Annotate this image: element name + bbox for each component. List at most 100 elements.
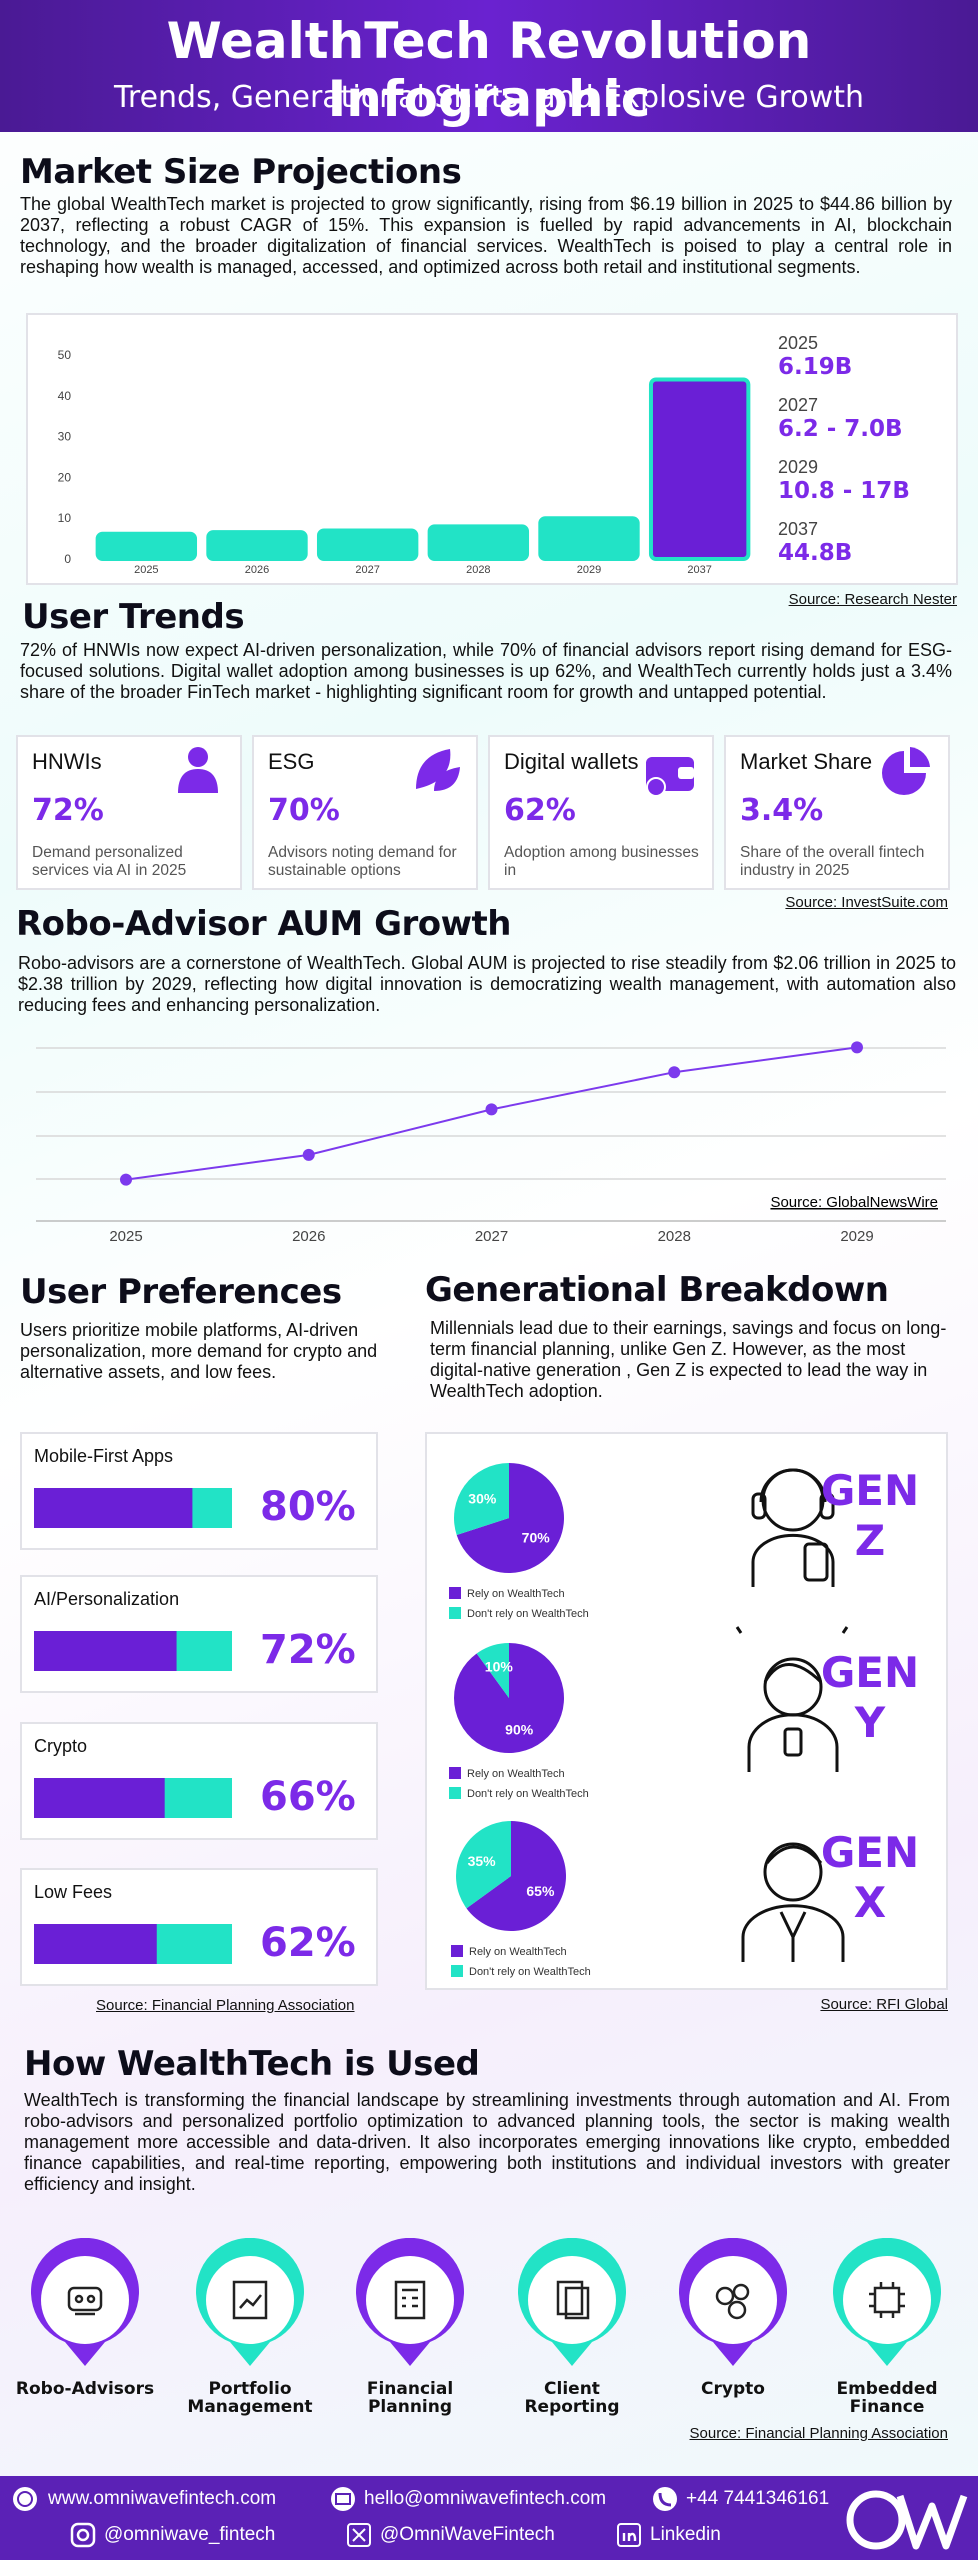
highlight-value: 6.2 - 7.0B bbox=[778, 416, 903, 442]
point bbox=[668, 1066, 681, 1079]
x-tick-label: 2025 bbox=[134, 564, 158, 576]
pin-inner bbox=[843, 2256, 931, 2344]
stat-card: ESG 70% Advisors noting demand for sustain… bbox=[252, 735, 478, 890]
y-tick-label: 30 bbox=[58, 430, 72, 444]
paragraph: Millennials lead due to their earnings, … bbox=[430, 1318, 947, 1401]
email: hello@omniwavefintech.com bbox=[364, 2488, 607, 2509]
logo bbox=[846, 2490, 968, 2550]
highlight: 2025 6.19B bbox=[778, 333, 948, 395]
card-text: Share of the overall fintech industry in… bbox=[740, 844, 925, 879]
linkedin: Linkedin bbox=[650, 2524, 721, 2545]
pin-inner bbox=[41, 2256, 129, 2344]
stat-card: HNWIs 72% Demand personalized services via… bbox=[16, 735, 242, 890]
phone: +44 7441346161 bbox=[686, 2488, 830, 2509]
generation-label: GEN Y bbox=[820, 1648, 920, 1747]
section-title: How WealthTech is Used bbox=[24, 2044, 480, 2084]
value-label: 80% bbox=[260, 1484, 356, 1530]
pie-charts: 70% 30% Rely on WealthTech Don't rely on We… bbox=[449, 1463, 849, 1978]
legend-label: Rely on WealthTech bbox=[469, 1946, 567, 1958]
card-text: Demand personalized services via AI in 2… bbox=[32, 844, 187, 879]
bar bbox=[34, 1631, 177, 1671]
generation-label: GEN Z bbox=[820, 1466, 920, 1565]
card-value: 3.4% bbox=[740, 793, 824, 828]
bar-label: AI/Personalization bbox=[34, 1589, 180, 1609]
usage-icon bbox=[679, 2238, 787, 2366]
bar-label: Crypto bbox=[34, 1736, 88, 1756]
preference-card: AI/Personalization 72% bbox=[20, 1575, 378, 1693]
section-title: Generational Breakdown bbox=[425, 1270, 889, 1310]
usage-icon bbox=[356, 2238, 464, 2366]
instagram: @omniwave_fintech bbox=[104, 2524, 276, 2545]
card-icon bbox=[882, 747, 930, 795]
paragraph: Robo-advisors are a cornerstone of Wealt… bbox=[18, 953, 956, 1015]
usage-label: Embedded Finance bbox=[836, 2379, 938, 2417]
bar bbox=[34, 1778, 165, 1818]
card-icon bbox=[646, 757, 694, 795]
paragraph: Users prioritize mobile platforms, AI-dr… bbox=[20, 1320, 378, 1382]
linkedin-icon bbox=[617, 2523, 641, 2547]
source: Source: Financial Planning Association bbox=[96, 1997, 355, 2014]
instagram-icon bbox=[70, 2522, 96, 2548]
subtitle: Trends, Generational Shifts, and Explosi… bbox=[113, 80, 865, 115]
usage-label: Client Reporting bbox=[524, 2379, 620, 2417]
preference-card: Mobile-First Apps 80% bbox=[20, 1432, 378, 1550]
pie-slice bbox=[466, 1821, 566, 1931]
card-title: ESG bbox=[268, 749, 315, 774]
bar-svg bbox=[34, 1631, 232, 1671]
x-tick-label: 2029 bbox=[840, 1228, 873, 1245]
title: WealthTech Revolution Infographic bbox=[166, 12, 812, 128]
usage-label: Robo-Advisors bbox=[15, 2379, 155, 2399]
section-title: User Preferences bbox=[20, 1272, 342, 1312]
y-tick-label: 10 bbox=[58, 511, 72, 525]
bar bbox=[95, 531, 198, 561]
paragraph: The global WealthTech market is projecte… bbox=[20, 194, 952, 277]
highlight-value: 44.8B bbox=[778, 540, 853, 566]
legend-label: Rely on WealthTech bbox=[467, 1768, 565, 1780]
source: Source: GlobalNewsWire bbox=[770, 1194, 938, 1211]
value-label: 72% bbox=[260, 1627, 356, 1673]
bar-svg bbox=[34, 1924, 232, 1964]
slice-label: 10% bbox=[485, 1659, 514, 1675]
point bbox=[851, 1041, 863, 1054]
usage-label: Financial Planning bbox=[366, 2379, 454, 2417]
section-title: User Trends bbox=[22, 597, 245, 637]
point bbox=[302, 1148, 315, 1161]
value-label: 62% bbox=[260, 1920, 356, 1966]
x-tick-label: 2025 bbox=[109, 1228, 142, 1245]
legend-swatch bbox=[451, 1965, 463, 1977]
card-value: 62% bbox=[504, 793, 576, 828]
pin-inner bbox=[366, 2256, 454, 2344]
pie-slice bbox=[476, 1643, 509, 1698]
usage-icon bbox=[833, 2238, 941, 2366]
highlight-year: 2025 bbox=[778, 333, 819, 353]
source: Source: RFI Global bbox=[820, 1996, 948, 2013]
generation-label: GEN X bbox=[820, 1828, 920, 1927]
bar bbox=[34, 1924, 157, 1964]
x-icon bbox=[347, 2523, 371, 2547]
legend-swatch bbox=[451, 1945, 463, 1957]
slice-label: 90% bbox=[505, 1721, 534, 1737]
highlight: 2029 10.8 - 17B bbox=[778, 457, 948, 519]
highlight-year: 2027 bbox=[778, 395, 819, 415]
paragraph: WealthTech is transforming the financial… bbox=[24, 2090, 950, 2194]
usage-label: Crypto bbox=[701, 2379, 765, 2399]
legend-swatch bbox=[449, 1587, 461, 1599]
glyph bbox=[869, 2282, 905, 2318]
preference-card: Low Fees 62% bbox=[20, 1868, 378, 1986]
usage-icon bbox=[31, 2238, 139, 2366]
grid bbox=[36, 1047, 946, 1222]
glyph bbox=[232, 2280, 268, 2320]
illustrations bbox=[735, 1468, 849, 1962]
point bbox=[485, 1103, 498, 1116]
chart-box: 0 10 20 30 40 50 2025 2026 2027 2028 2029 2037 2025… bbox=[26, 313, 958, 585]
legend-label: Don't rely on WealthTech bbox=[467, 1788, 589, 1800]
source: Source: InvestSuite.com bbox=[785, 894, 948, 911]
legend-label: Don't rely on WealthTech bbox=[467, 1608, 589, 1620]
line-chart: Source: GlobalNewsWire 2025 2026 2027 2028 2… bbox=[36, 1041, 946, 1245]
value-label: 66% bbox=[260, 1774, 356, 1820]
paragraph: 72% of HNWIs now expect AI-driven person… bbox=[20, 640, 952, 702]
highlight: 2037 44.8B bbox=[778, 519, 948, 581]
x-tick-label: 2028 bbox=[658, 1228, 691, 1245]
